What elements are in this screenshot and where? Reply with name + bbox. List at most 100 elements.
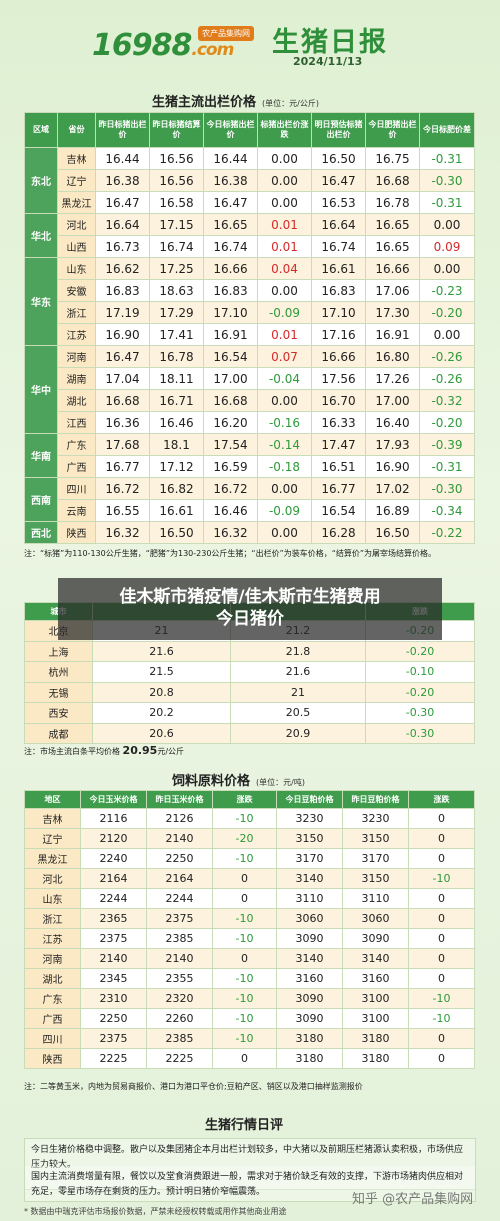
region-cell: 广东 xyxy=(24,988,81,1009)
header: 16988.com 农产品集购网 生猪日报 2024/11/13 xyxy=(0,0,500,82)
column-header: 涨跌 xyxy=(408,790,475,809)
value-cell: 17.15 xyxy=(149,213,204,236)
city-cell: 杭州 xyxy=(24,661,93,683)
value-cell: 0 xyxy=(408,928,475,949)
value-cell: 16.77 xyxy=(95,455,150,478)
value-cell: -0.20 xyxy=(365,681,475,703)
row: 河北 2164 2164 0 3140 3150 -10 xyxy=(24,868,475,889)
value-cell: 16.80 xyxy=(365,345,420,368)
row: 湖北 2345 2355 -10 3160 3160 0 xyxy=(24,968,475,989)
value-cell: 2126 xyxy=(146,808,213,829)
value-cell: 17.56 xyxy=(311,367,366,390)
value-cell: -0.30 xyxy=(419,169,475,192)
value-cell: -10 xyxy=(212,848,277,869)
value-cell: -0.20 xyxy=(419,411,475,434)
value-cell: -10 xyxy=(408,988,475,1009)
value-cell: 3090 xyxy=(276,988,343,1009)
value-cell: 3140 xyxy=(342,948,409,969)
province-cell: 安徽 xyxy=(57,279,96,302)
value-cell: 0 xyxy=(408,1048,475,1069)
value-cell: 0.00 xyxy=(257,389,312,412)
value-cell: -0.31 xyxy=(419,191,475,214)
value-cell: -0.34 xyxy=(419,499,475,522)
value-cell: -0.30 xyxy=(365,702,475,724)
section-title: 饲料原料价格 (单位：元/吨) xyxy=(172,770,305,789)
value-cell: -0.10 xyxy=(365,661,475,683)
value-cell: 2120 xyxy=(80,828,147,849)
city-cell: 西安 xyxy=(24,702,93,724)
value-cell: 3090 xyxy=(276,1008,343,1029)
value-cell: 16.70 xyxy=(311,389,366,412)
value-cell: 3180 xyxy=(342,1028,409,1049)
value-cell: 0.01 xyxy=(257,235,312,258)
value-cell: -10 xyxy=(408,868,475,889)
region-cell: 浙江 xyxy=(24,908,81,929)
value-cell: 16.82 xyxy=(149,477,204,500)
row: 黑龙江 2240 2250 -10 3170 3170 0 xyxy=(24,848,475,869)
value-cell: 17.30 xyxy=(365,301,420,324)
value-cell: 16.66 xyxy=(311,345,366,368)
row: 西北 陕西 16.32 16.50 16.32 0.00 16.28 16.50 -0.22 xyxy=(24,521,475,544)
column-header: 昨日豆粕价格 xyxy=(342,790,409,809)
row: 山西 16.73 16.74 16.74 0.01 16.74 16.65 0.09 xyxy=(25,235,475,258)
feed-price-table: 地区 今日玉米价格 昨日玉米价格 涨跌 今日豆粕价格 昨日豆粕价格 涨跌 吉林 2116 2126… xyxy=(24,790,475,1069)
value-cell: 16.83 xyxy=(311,279,366,302)
value-cell: -10 xyxy=(212,808,277,829)
value-cell: 3160 xyxy=(342,968,409,989)
value-cell: 21.6 xyxy=(230,661,366,683)
value-cell: 16.83 xyxy=(203,279,258,302)
value-cell: 16.90 xyxy=(95,323,150,346)
value-cell: 0.04 xyxy=(257,257,312,280)
value-cell: 3110 xyxy=(342,888,409,909)
row: 辽宁 16.38 16.56 16.38 0.00 16.47 16.68 -0.30 xyxy=(25,169,475,192)
region-cell: 西南 xyxy=(24,477,58,522)
value-cell: 2365 xyxy=(80,908,147,929)
value-cell: 16.74 xyxy=(203,235,258,258)
value-cell: 17.12 xyxy=(149,455,204,478)
value-cell: 2164 xyxy=(80,868,147,889)
unit: (单位：元/公斤) xyxy=(262,99,319,108)
value-cell: 20.2 xyxy=(92,702,231,724)
value-cell: 16.72 xyxy=(95,477,150,500)
value-cell: 17.04 xyxy=(95,367,150,390)
value-cell: 2244 xyxy=(80,888,147,909)
value-cell: 16.44 xyxy=(95,147,150,170)
overlay-line: 佳木斯市猪疫情/佳木斯市生猪费用 xyxy=(119,587,381,607)
hog-price-table: 区域 省份 昨日标猪出栏价 昨日标猪结算价 今日标猪出栏价 标猪出栏价涨跌 明日预估标猪出栏… xyxy=(24,112,475,544)
value-cell: 2140 xyxy=(146,948,213,969)
value-cell: 16.73 xyxy=(95,235,150,258)
value-cell: 17.47 xyxy=(311,433,366,456)
value-cell: 16.90 xyxy=(365,455,420,478)
value-cell: 0 xyxy=(212,868,277,889)
value-cell: -10 xyxy=(212,1028,277,1049)
column-header: 今日玉米价格 xyxy=(80,790,147,809)
row: 湖南 17.04 18.11 17.00 -0.04 17.56 17.26 -0.26 xyxy=(25,367,475,390)
value-cell: 17.26 xyxy=(365,367,420,390)
logo-domain: .com xyxy=(191,40,234,60)
column-header: 今日肥猪出栏价 xyxy=(365,112,420,148)
province-cell: 河南 xyxy=(57,345,96,368)
value-cell: 0.00 xyxy=(257,477,312,500)
value-cell: -10 xyxy=(408,1008,475,1029)
value-cell: 21.5 xyxy=(92,661,231,683)
note-value: 20.95 xyxy=(122,744,158,757)
value-cell: 0 xyxy=(408,908,475,929)
value-cell: 2320 xyxy=(146,988,213,1009)
value-cell: 16.66 xyxy=(203,257,258,280)
region-cell: 华北 xyxy=(24,213,58,258)
row: 华北 河北 16.64 17.15 16.65 0.01 16.64 16.65 0.00 xyxy=(24,213,475,258)
value-cell: 3110 xyxy=(276,888,343,909)
province-cell: 山东 xyxy=(57,257,96,280)
value-cell: -0.26 xyxy=(419,345,475,368)
row: 黑龙江 16.47 16.58 16.47 0.00 16.53 16.78 -0.31 xyxy=(25,191,475,214)
value-cell: 2260 xyxy=(146,1008,213,1029)
value-cell: 16.61 xyxy=(149,499,204,522)
value-cell: 3150 xyxy=(342,868,409,889)
value-cell: 21 xyxy=(230,681,366,703)
value-cell: 3170 xyxy=(276,848,343,869)
value-cell: 20.9 xyxy=(230,722,366,744)
overlay-banner: 佳木斯市猪疫情/佳木斯市生猪费用 今日猪价 xyxy=(58,578,442,640)
value-cell: 0.09 xyxy=(419,235,475,258)
row: 广西 16.77 17.12 16.59 -0.18 16.51 16.90 -0.31 xyxy=(25,455,475,478)
province-cell: 江苏 xyxy=(57,323,96,346)
